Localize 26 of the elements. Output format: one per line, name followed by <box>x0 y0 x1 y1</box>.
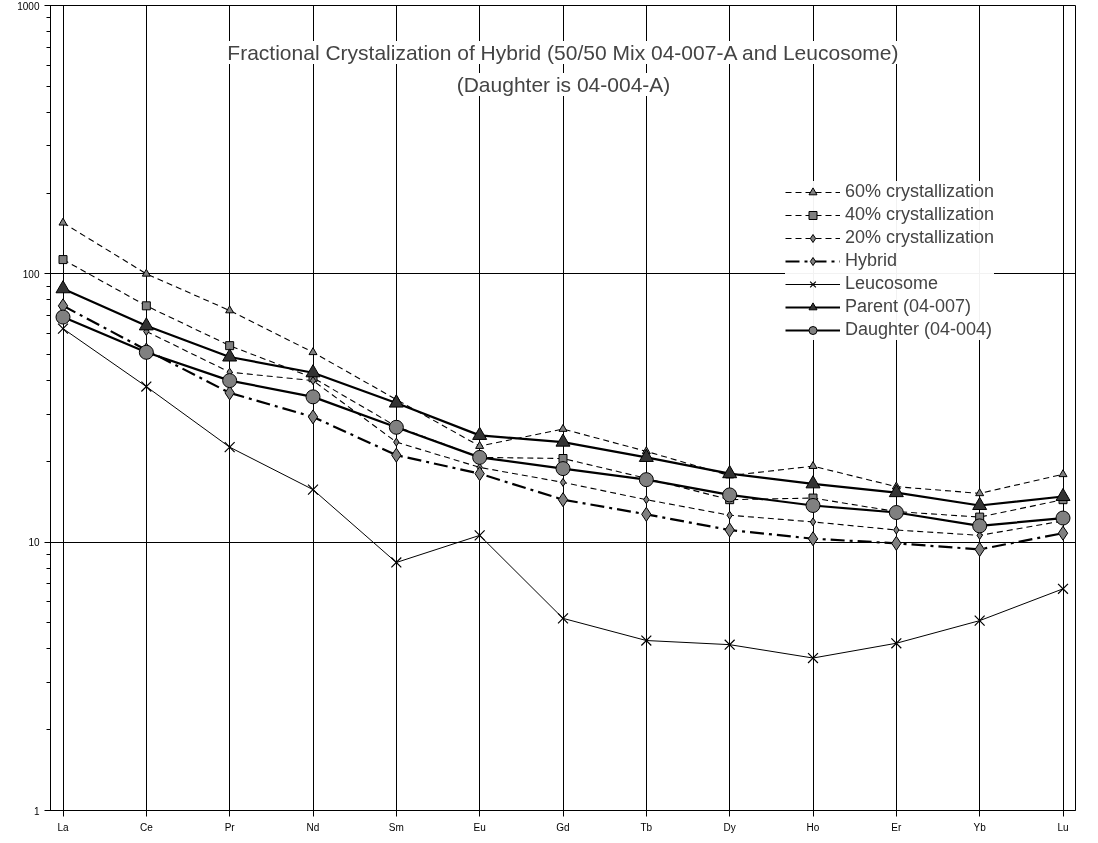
x-tick-label: Pr <box>224 821 236 833</box>
legend-label: Leucosome <box>845 273 939 294</box>
x-tick-label: Yb <box>973 821 987 833</box>
y-tick-label: 1 <box>33 805 40 817</box>
legend-label: Daughter (04-004) <box>845 319 993 340</box>
x-tick-label: La <box>57 821 69 833</box>
y-tick-label: 100 <box>22 268 40 280</box>
x-tick-label: Ce <box>139 821 154 833</box>
x-tick-label: Tb <box>640 821 653 833</box>
x-tick-label: Ho <box>806 821 820 833</box>
text: Fractional Crystalization of Hybrid (50/50 Mix 04-007-A and Leucosome) <box>227 41 899 64</box>
x-tick-label: Gd <box>556 821 570 833</box>
legend-label: Parent (04-007) <box>845 296 972 317</box>
x-tick-label: Sm <box>388 821 404 833</box>
legend-label: 40% crystallization <box>845 204 995 225</box>
x-tick-label: Eu <box>473 821 486 833</box>
text: (Daughter is 04-004-A) <box>456 73 671 96</box>
x-tick-label: Dy <box>723 821 736 833</box>
legend-label: Hybrid <box>845 250 898 271</box>
y-tick-label: 10 <box>28 537 40 549</box>
y-tick-label: 1000 <box>17 0 40 12</box>
x-tick-label: Er <box>891 821 902 833</box>
legend-label: 60% crystallization <box>845 181 995 202</box>
x-tick-label: Nd <box>306 821 320 833</box>
x-tick-label: Lu <box>1057 821 1069 833</box>
legend-label: 20% crystallization <box>845 227 995 248</box>
